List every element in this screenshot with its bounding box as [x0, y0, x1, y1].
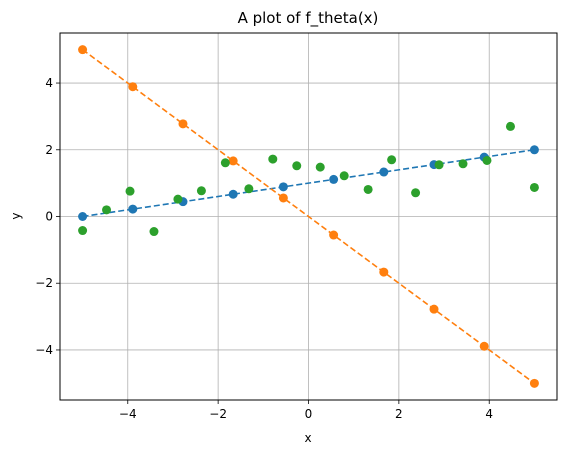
- x-tick-label: 0: [305, 407, 313, 421]
- data-point: [329, 174, 339, 184]
- data-point: [292, 161, 302, 171]
- data-point: [228, 189, 238, 199]
- data-point: [228, 156, 238, 166]
- data-point: [149, 227, 159, 237]
- ticks: −4 −2 0 2 4 −4 −2 0 2 4: [35, 76, 493, 421]
- data-point: [178, 119, 188, 129]
- data-point: [128, 82, 138, 92]
- data-point: [78, 212, 88, 221]
- data-point: [78, 226, 88, 236]
- data-point: [125, 186, 135, 196]
- data-point: [387, 155, 397, 165]
- data-point: [244, 184, 254, 194]
- data-point: [458, 159, 468, 169]
- data-point: [329, 230, 339, 240]
- data-point: [429, 304, 439, 314]
- x-tick-label: −4: [119, 407, 137, 421]
- series-line: [82, 148, 535, 218]
- x-tick-label: −2: [209, 407, 227, 421]
- data-point: [411, 188, 421, 198]
- series-line: [82, 49, 535, 384]
- data-point: [379, 167, 389, 177]
- data-point: [196, 186, 206, 196]
- chart-title: A plot of f_theta(x): [238, 9, 379, 28]
- data-point: [434, 160, 444, 170]
- data-point: [278, 182, 288, 192]
- y-tick-label: 4: [45, 76, 53, 90]
- x-tick-label: 2: [395, 407, 403, 421]
- x-tick-label: 4: [485, 407, 493, 421]
- x-axis-label: x: [304, 431, 311, 445]
- y-tick-label: −4: [35, 343, 53, 357]
- data-point: [78, 45, 88, 55]
- data-point: [173, 194, 183, 204]
- data-point: [529, 145, 539, 155]
- y-axis-label: y: [9, 212, 23, 219]
- y-tick-label: 2: [45, 143, 53, 157]
- data-point: [339, 171, 349, 181]
- y-tick-label: −2: [35, 276, 53, 290]
- y-tick-label: 0: [45, 210, 53, 224]
- data-point: [128, 204, 138, 214]
- data-point: [479, 341, 489, 351]
- data-point: [268, 154, 278, 164]
- data-point: [278, 193, 288, 203]
- series-2: [78, 45, 539, 388]
- data-point: [529, 378, 539, 388]
- data-point: [482, 155, 492, 165]
- data-point: [220, 158, 230, 168]
- data-point: [505, 121, 515, 131]
- data-point: [529, 182, 539, 192]
- data-point: [379, 267, 389, 277]
- series-layer: [78, 45, 539, 388]
- data-point: [102, 205, 112, 215]
- data-point: [315, 162, 325, 172]
- data-point: [363, 184, 373, 194]
- series-3: [78, 121, 539, 237]
